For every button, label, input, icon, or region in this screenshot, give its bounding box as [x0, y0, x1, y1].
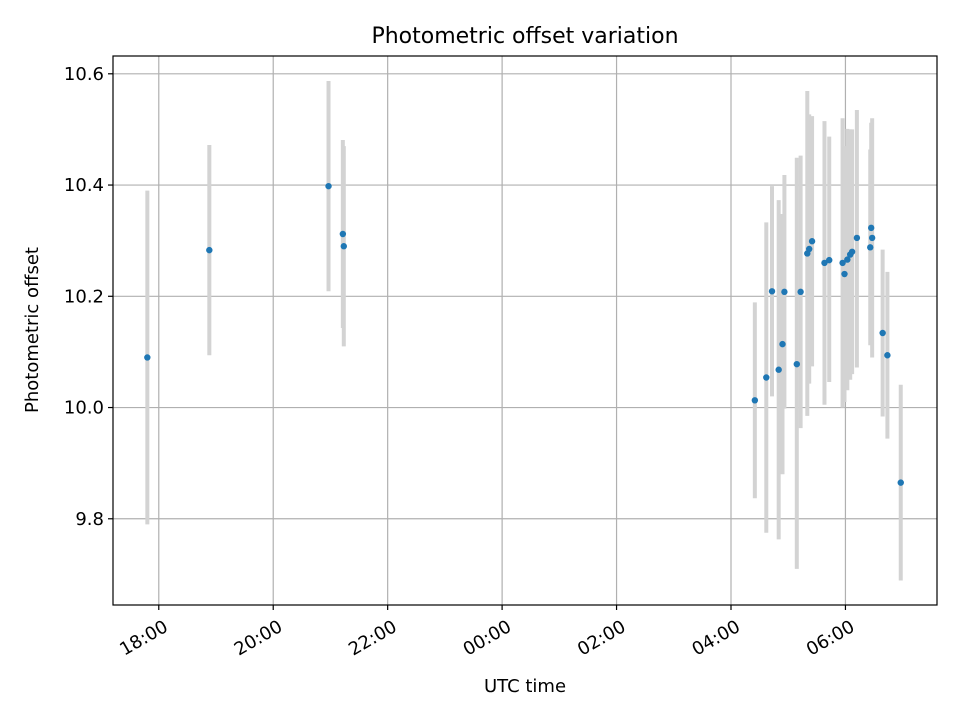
data-point	[340, 243, 347, 250]
data-point	[853, 234, 861, 242]
data-point	[879, 329, 886, 337]
data-point	[821, 259, 828, 267]
y-axis-label: Photometric offset	[22, 247, 43, 413]
data-point	[325, 182, 332, 190]
y-tick-label: 10.6	[64, 64, 104, 85]
data-point	[808, 238, 816, 245]
data-points	[144, 182, 904, 486]
y-tick-label: 10.4	[64, 175, 104, 196]
data-point	[763, 374, 770, 381]
data-point	[867, 224, 875, 232]
plot-frame	[112, 55, 938, 606]
y-tick-label: 10.2	[64, 286, 104, 307]
data-point	[806, 245, 813, 253]
data-point	[775, 366, 782, 373]
data-point	[781, 288, 788, 296]
data-point	[826, 256, 833, 264]
data-point	[751, 397, 759, 404]
y-tick-label: 9.8	[75, 509, 104, 530]
data-point	[897, 479, 904, 486]
data-point	[868, 234, 876, 242]
data-point	[779, 340, 786, 348]
data-point	[848, 248, 856, 255]
y-axis: 9.8 10.0 10.2 10.4 10.6	[64, 64, 113, 530]
data-point	[884, 352, 891, 359]
y-tick-label: 10.0	[64, 398, 104, 419]
data-point	[839, 259, 846, 267]
data-point	[793, 360, 801, 368]
data-point	[844, 256, 851, 263]
chart-title: Photometric offset variation	[371, 24, 678, 49]
data-point	[144, 354, 151, 361]
data-point	[768, 288, 776, 295]
data-point	[339, 230, 347, 238]
x-axis-label: UTC time	[484, 676, 566, 697]
data-point	[841, 270, 848, 278]
data-point	[867, 244, 874, 251]
data-point	[206, 246, 213, 254]
data-point	[797, 288, 804, 296]
